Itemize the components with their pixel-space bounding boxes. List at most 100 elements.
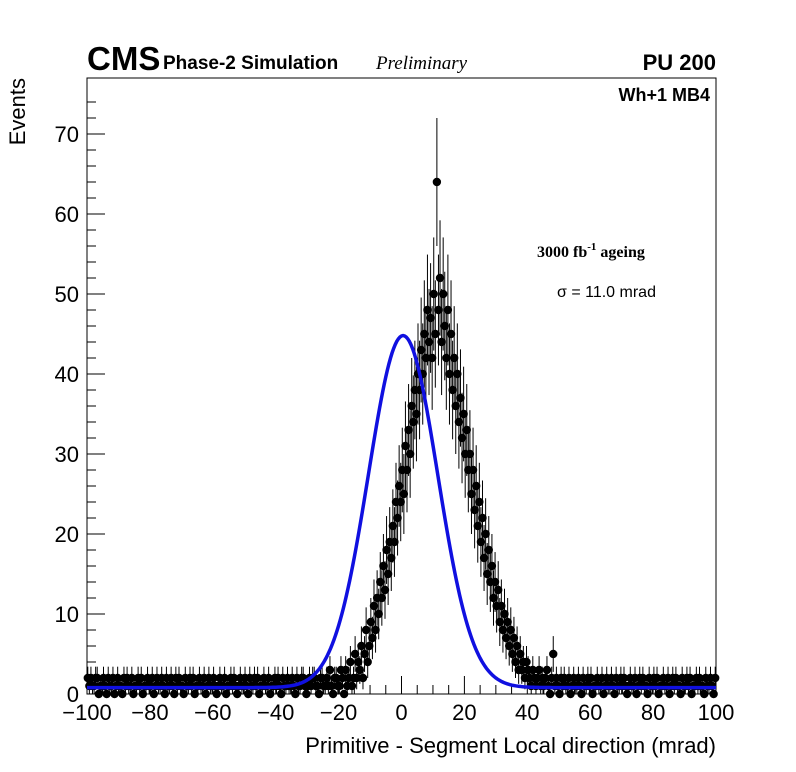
data-point (277, 689, 286, 699)
data-point (671, 673, 681, 683)
preliminary-label: Preliminary (375, 53, 468, 74)
data-point (209, 673, 218, 683)
x-tick-label: 40 (515, 700, 539, 725)
data-point (332, 673, 341, 683)
data-point (102, 689, 111, 699)
data-point (265, 689, 275, 699)
data-point (695, 673, 704, 683)
data-point (484, 545, 493, 555)
data-point (232, 689, 242, 699)
data-point (446, 329, 456, 339)
data-point (711, 673, 720, 683)
x-axis-title: Primitive - Segment Local direction (mra… (305, 733, 716, 758)
y-tick-label: 70 (55, 122, 79, 147)
data-point (338, 673, 347, 683)
data-point (437, 337, 446, 347)
plot-frame (86, 77, 717, 695)
data-point (549, 649, 558, 659)
data-point (498, 625, 508, 635)
data-point (407, 401, 416, 411)
y-tick-label: 30 (55, 442, 79, 467)
data-point (545, 689, 555, 699)
data-point (435, 273, 445, 283)
data-point (243, 689, 253, 699)
data-point (643, 689, 652, 699)
data-point (449, 353, 459, 363)
data-point (387, 553, 396, 563)
data-point (481, 529, 490, 539)
data-point (347, 681, 357, 691)
data-point (380, 585, 390, 595)
ageing-exponent: -1 (587, 241, 596, 253)
simulation-label: Phase-2 Simulation (163, 53, 338, 74)
data-point (402, 465, 412, 475)
data-point (138, 689, 148, 699)
data-point (443, 305, 453, 315)
data-point (174, 673, 184, 683)
data-point (405, 449, 415, 459)
data-point (541, 673, 550, 683)
data-point (676, 689, 685, 699)
data-point (313, 681, 322, 691)
data-point (638, 673, 648, 683)
data-point (423, 305, 432, 315)
data-point (110, 689, 119, 699)
data-point (432, 177, 442, 187)
chamber-label: Wh+1 MB4 (618, 85, 710, 105)
data-point (328, 689, 338, 699)
data-points (83, 118, 720, 699)
data-point (129, 689, 138, 699)
data-point (470, 505, 479, 515)
data-point (489, 593, 498, 603)
data-point (619, 673, 629, 683)
tick-labels: −100 −80 −60 −40 −20 0 20 40 60 80 100 0 10 20 30 40 50 6… (55, 122, 735, 725)
data-point (94, 689, 103, 699)
x-tick-label: −60 (194, 700, 231, 725)
data-point (478, 513, 487, 523)
data-point (396, 497, 405, 507)
data-point (346, 657, 355, 667)
data-point (113, 673, 122, 683)
data-point (264, 673, 273, 683)
data-point (388, 521, 398, 531)
data-point (471, 481, 481, 491)
data-point (424, 337, 434, 347)
data-point (476, 537, 486, 547)
data-point (483, 569, 492, 579)
data-point (479, 553, 489, 563)
fit-curve (87, 333, 716, 690)
data-point (291, 689, 300, 699)
data-point (365, 641, 374, 651)
data-point (434, 305, 443, 315)
data-point (506, 625, 515, 635)
data-point (652, 673, 662, 683)
data-point (399, 489, 409, 499)
data-point (457, 433, 467, 443)
data-point (700, 689, 709, 699)
ageing-label: 3000 fb-1 ageing (537, 241, 645, 261)
x-tick-label: 100 (698, 700, 735, 725)
data-point (445, 369, 454, 379)
data-point (314, 689, 324, 699)
x-tick-label: 80 (641, 700, 665, 725)
data-point (542, 665, 552, 675)
x-tick-label: 0 (395, 700, 407, 725)
data-point (599, 689, 608, 699)
ageing-value: 3000 fb (537, 244, 587, 261)
data-point (429, 289, 438, 299)
data-point (212, 689, 221, 699)
data-point (454, 417, 464, 427)
data-point (497, 601, 506, 611)
data-point (322, 673, 332, 683)
data-point (654, 689, 663, 699)
data-point (709, 689, 718, 699)
y-tick-label: 10 (55, 602, 79, 627)
data-point (360, 649, 369, 659)
y-tick-label: 20 (55, 522, 79, 547)
data-point (369, 601, 379, 611)
data-point (374, 609, 383, 619)
data-point (586, 673, 596, 683)
data-point (409, 417, 418, 427)
data-point (376, 577, 385, 587)
data-point (354, 657, 363, 667)
